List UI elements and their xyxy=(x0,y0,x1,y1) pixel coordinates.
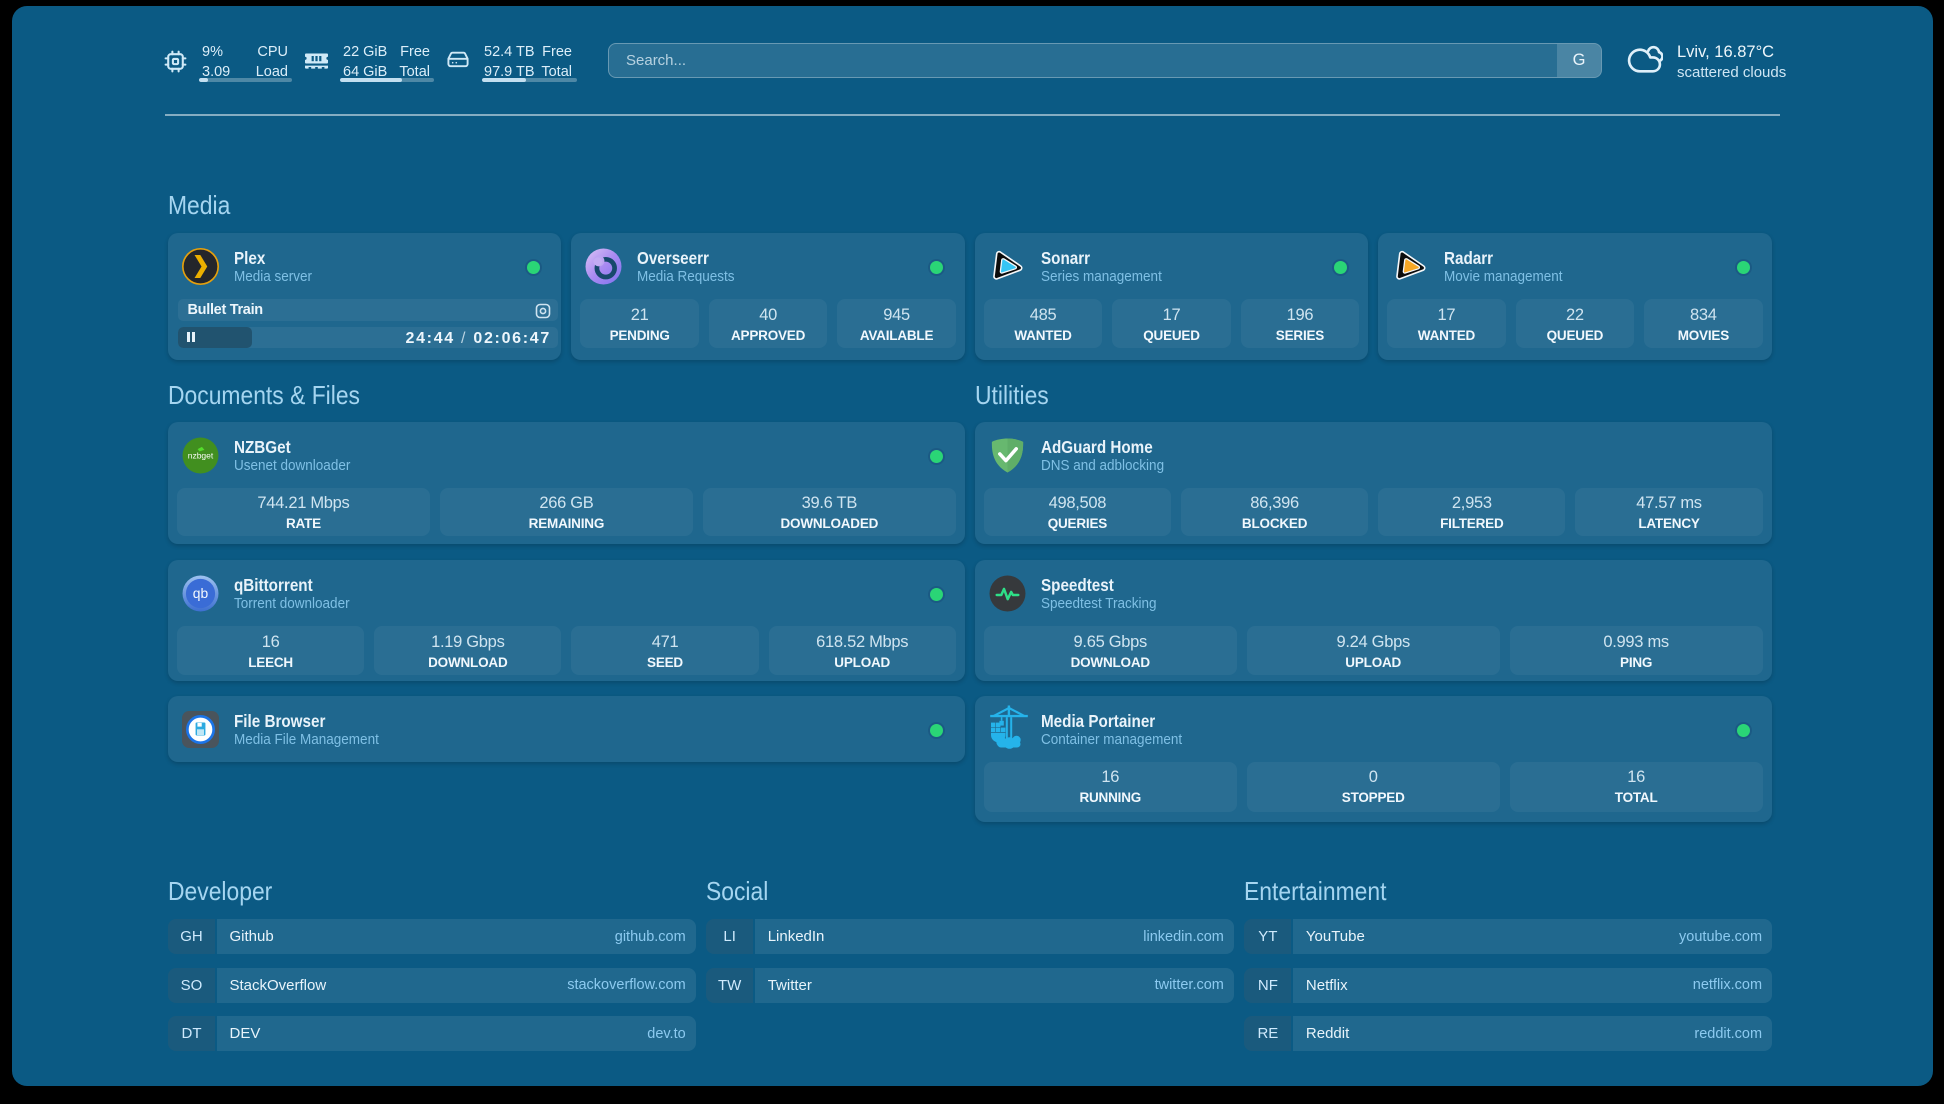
svg-text:nzbget: nzbget xyxy=(188,450,214,460)
svg-text:qb: qb xyxy=(193,585,209,601)
